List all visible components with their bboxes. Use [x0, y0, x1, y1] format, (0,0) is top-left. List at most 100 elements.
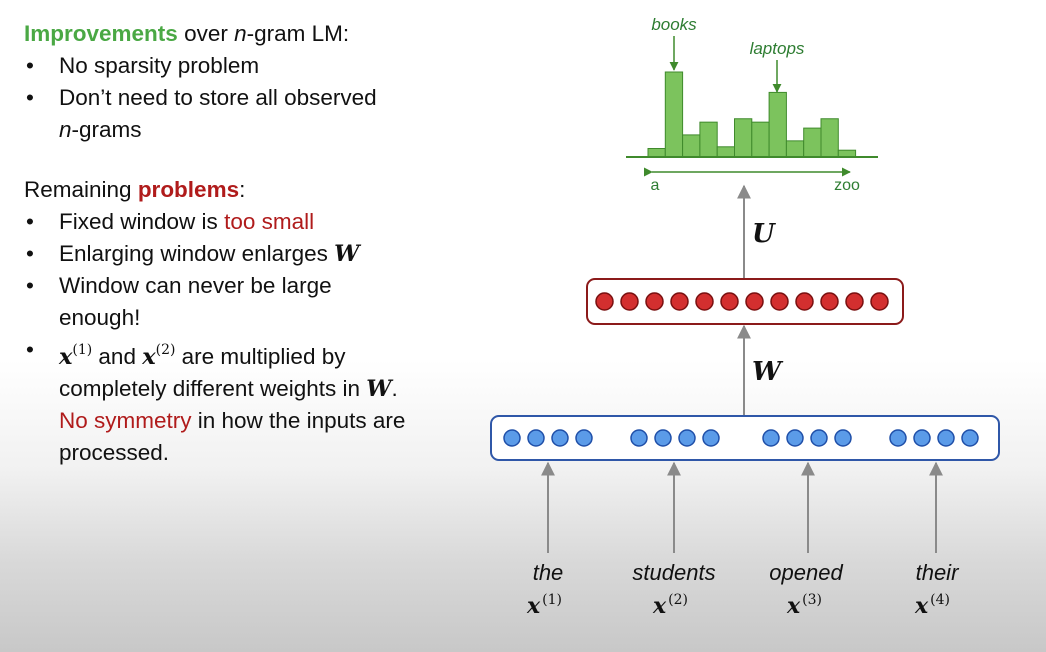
list-item-text: Enlarging window enlarges: [59, 241, 335, 266]
list-item-continuation: No symmetry in how the inputs are: [24, 405, 484, 437]
histogram-bar: [785, 140, 805, 158]
input-neuron: [527, 429, 545, 447]
input-neuron: [786, 429, 804, 447]
bullet: •: [26, 209, 34, 234]
W-matrix-label: W: [752, 357, 784, 387]
input-neuron: [762, 429, 780, 447]
input-neuron: [551, 429, 569, 447]
histogram-bar: [699, 121, 718, 158]
input-vector-label: x (1): [526, 592, 562, 619]
hidden-neuron: [845, 292, 864, 311]
histogram-bar: [820, 118, 839, 158]
list-item: • x(1) and x(2) are multiplied by: [24, 334, 484, 373]
input-vector-label: x (4): [914, 592, 950, 619]
bullet: •: [26, 53, 34, 78]
axis-start-label: a: [651, 177, 660, 194]
list-item-continuation: n-grams: [24, 114, 484, 146]
math-W: W: [334, 241, 360, 267]
list-item-text: processed.: [59, 440, 170, 466]
improvements-heading: Improvements over n-gram LM:: [24, 18, 484, 50]
word-opened: opened: [769, 560, 843, 585]
n-italic: n: [234, 21, 247, 46]
list-item-text: Don’t need to store all observed: [59, 85, 377, 110]
word-the: the: [533, 560, 564, 585]
hidden-layer-neurons: [595, 292, 889, 311]
histogram-bar: [768, 91, 787, 158]
heading-text: over: [177, 21, 235, 46]
hidden-neuron: [720, 292, 739, 311]
highlight-text: too small: [224, 209, 315, 234]
input-neuron: [834, 429, 852, 447]
histogram-bar: [682, 134, 701, 158]
histogram-bar: [837, 149, 857, 158]
highlight-text: No symmetry: [59, 408, 192, 434]
input-layer-box: [490, 415, 1000, 461]
list-item: • Window can never be large: [24, 270, 484, 302]
list-item-text: .: [391, 376, 398, 402]
n-italic: n: [59, 117, 72, 142]
list-item-text: No sparsity problem: [59, 53, 260, 78]
math-superscript: (2): [155, 342, 176, 358]
histogram-bar: [664, 71, 684, 158]
books-label: books: [651, 15, 697, 34]
histogram-bar: [647, 148, 666, 158]
list-item: • Don’t need to store all observed: [24, 82, 484, 114]
hidden-neuron: [695, 292, 714, 311]
hidden-neuron: [745, 292, 764, 311]
input-neuron: [575, 429, 593, 447]
list-item-continuation: enough!: [24, 302, 484, 334]
list-item-continuation: completely different weights in W.: [24, 373, 484, 405]
hidden-neuron: [795, 292, 814, 311]
histogram-bar: [734, 118, 753, 158]
histogram-bar: [751, 121, 770, 158]
hidden-neuron: [820, 292, 839, 311]
math-x: x: [59, 344, 73, 371]
heading-text: Remaining: [24, 177, 138, 202]
hidden-neuron: [645, 292, 664, 311]
hidden-layer-box: [586, 278, 904, 325]
bullet: •: [26, 273, 34, 298]
list-item-continuation: processed.: [24, 437, 484, 469]
list-item: • No sparsity problem: [24, 50, 484, 82]
remaining-heading: Remaining problems:: [24, 174, 484, 206]
input-layer-neurons: [503, 429, 979, 447]
problems-keyword: problems: [137, 177, 240, 202]
hidden-neuron: [870, 292, 889, 311]
input-vector-label: x (2): [652, 592, 688, 619]
input-neuron: [937, 429, 955, 447]
list-item-text: enough!: [59, 305, 141, 330]
input-neuron: [654, 429, 672, 447]
heading-text: :: [239, 177, 246, 202]
hidden-neuron: [620, 292, 639, 311]
list-item-text: Window can never be large: [59, 273, 332, 298]
input-neuron: [961, 429, 979, 447]
list-item-text: -grams: [71, 117, 142, 142]
input-neuron: [702, 429, 720, 447]
histogram-bar: [803, 127, 822, 158]
bullet: •: [26, 337, 34, 362]
list-item-text: in how the inputs are: [191, 408, 406, 434]
output-distribution: [647, 71, 857, 158]
input-neuron: [913, 429, 931, 447]
input-vector-label: x (3): [786, 592, 822, 619]
hidden-neuron: [670, 292, 689, 311]
list-item-text: Fixed window is: [59, 209, 225, 234]
input-neuron: [810, 429, 828, 447]
input-neuron: [503, 429, 521, 447]
list-item: • Fixed window is too small: [24, 206, 484, 238]
text-panel: Improvements over n-gram LM: • No sparsi…: [24, 18, 484, 469]
word-their: their: [916, 560, 960, 585]
word-students: students: [632, 560, 715, 585]
heading-text: -gram LM:: [246, 21, 350, 46]
list-item: • Enlarging window enlarges W: [24, 238, 484, 270]
input-neuron: [630, 429, 648, 447]
list-item-text: are multiplied by: [175, 344, 346, 370]
math-W: W: [366, 376, 392, 403]
list-item-text: completely different weights in: [59, 376, 367, 402]
input-neuron: [678, 429, 696, 447]
bullet: •: [26, 241, 34, 266]
improvements-keyword: Improvements: [24, 21, 178, 46]
laptops-label: laptops: [750, 39, 805, 58]
axis-end-label: zoo: [834, 177, 860, 194]
